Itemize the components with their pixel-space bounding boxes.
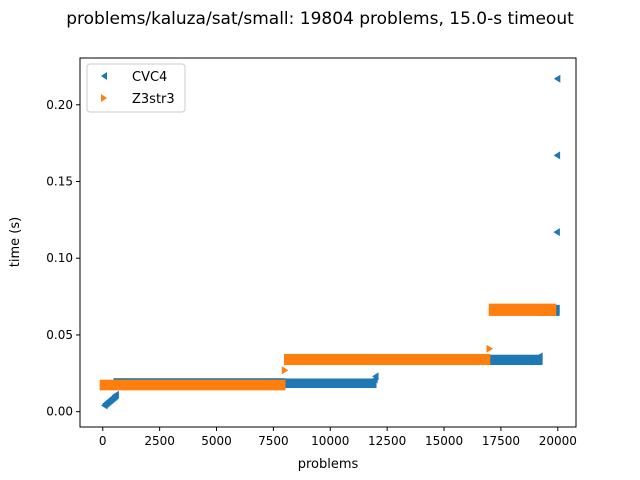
x-tick-label-2: 5000 — [201, 434, 232, 448]
y-tick-label-1: 0.05 — [46, 328, 73, 342]
x-tick-label-8: 20000 — [539, 434, 577, 448]
x-axis-ticks: 0 2500 5000 7500 10000 12500 15000 17500 20000 — [99, 427, 577, 448]
plot-frame — [79, 57, 577, 428]
y-tick-label-3: 0.15 — [46, 175, 73, 189]
y-axis-ticks: 0.00 0.05 0.10 0.15 0.20 — [46, 98, 80, 419]
x-axis-label: problems — [298, 457, 359, 472]
chart-title: problems/kaluza/sat/small: 19804 problem… — [66, 9, 574, 29]
point-z3str3-18 — [281, 366, 289, 375]
x-tick-label-1: 2500 — [144, 434, 175, 448]
y-tick-label-4: 0.20 — [46, 98, 73, 112]
y-tick-label-0: 0.00 — [46, 405, 73, 419]
plot-area — [80, 58, 576, 427]
x-tick-label-7: 17500 — [482, 434, 520, 448]
point-cvc4-64 — [553, 74, 561, 83]
legend-label-z3str3: Z3str3 — [132, 92, 175, 107]
x-tick-label-5: 12500 — [368, 434, 406, 448]
legend-box — [86, 63, 186, 113]
data-points-layer — [99, 74, 561, 410]
legend-label-cvc4: CVC4 — [132, 70, 167, 85]
x-tick-label-6: 15000 — [425, 434, 463, 448]
x-tick-label-0: 0 — [99, 434, 107, 448]
band-z3str3-2 — [488, 303, 557, 316]
x-tick-label-4: 10000 — [311, 434, 349, 448]
point-cvc4-40 — [372, 372, 379, 381]
band-cvc4-1 — [281, 378, 377, 389]
legend-marker-z3str3-icon — [101, 94, 107, 102]
legend-marker-cvc4-icon — [101, 72, 107, 80]
point-z3str3-38 — [486, 344, 494, 353]
point-cvc4-13 — [112, 390, 119, 399]
legend: CVC4 Z3str3 — [86, 63, 186, 113]
y-tick-label-2: 0.10 — [46, 251, 73, 265]
point-cvc4-62 — [553, 228, 560, 237]
y-axis-label: time (s) — [8, 217, 23, 267]
x-tick-label-3: 7500 — [258, 434, 289, 448]
point-cvc4-63 — [553, 151, 561, 160]
band-z3str3-0 — [99, 379, 286, 391]
band-z3str3-1 — [284, 353, 491, 366]
